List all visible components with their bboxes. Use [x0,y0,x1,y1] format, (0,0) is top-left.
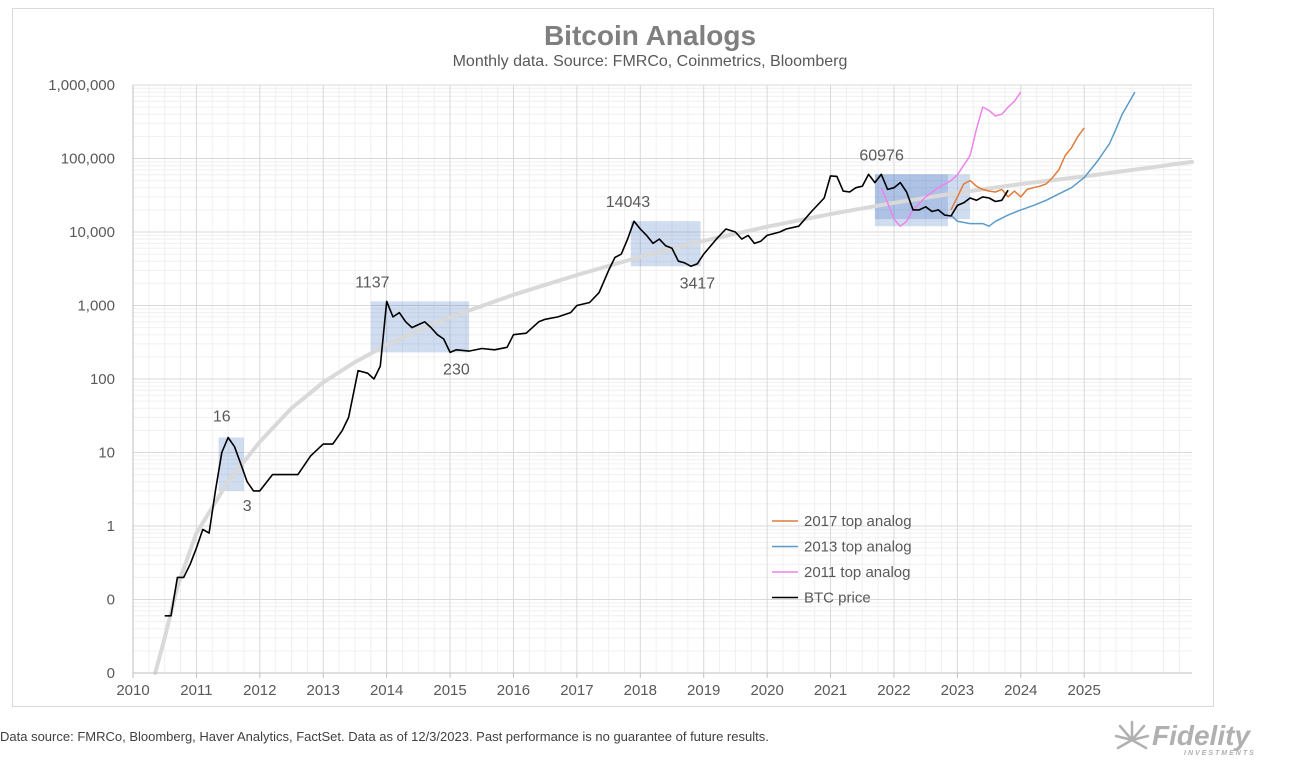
data-label: 60976 [859,147,904,164]
y-tick-label: 10,000 [69,224,115,241]
x-tick-label: 2023 [941,682,974,699]
x-tick-label: 2016 [497,682,530,699]
x-tick-label: 2021 [814,682,847,699]
chart-title: Bitcoin Analogs [543,20,757,51]
x-tick-label: 2015 [433,682,466,699]
legend-label: 2013 top analog [804,539,912,556]
y-tick-label: 1,000 [77,298,115,315]
y-tick-label: 100,000 [61,151,115,168]
legend-label: BTC price [804,590,871,607]
fidelity-burst-icon [1114,720,1150,750]
series-line-2017-top-analog [950,127,1085,211]
y-tick-label: 0 [107,592,115,609]
x-tick-label: 2019 [687,682,720,699]
logo-subtext: INVESTMENTS [1184,750,1256,757]
series-line-2011-top-analog [880,91,1022,227]
fidelity-logo: Fidelity INVESTMENTS [1112,718,1297,758]
data-label: 16 [213,408,231,425]
data-label: 230 [443,361,470,378]
x-tick-label: 2011 [180,682,212,699]
x-tick-label: 2022 [877,682,910,699]
y-tick-label: 0 [107,665,115,682]
y-tick-label: 1,000,000 [48,77,115,94]
data-label: 3 [243,498,252,515]
logo-wordmark: Fidelity [1152,720,1251,751]
series-line-btc-price [164,173,1009,617]
chart-subtitle: Monthly data. Source: FMRCo, Coinmetrics… [452,53,848,70]
y-tick-label: 100 [90,371,115,388]
data-label: 14043 [606,194,651,211]
series-line-2013-top-analog [950,91,1136,227]
trend-curve [153,159,1194,675]
x-tick-label: 2013 [307,682,340,699]
legend-label: 2017 top analog [804,513,912,530]
footnote: Data source: FMRCo, Bloomberg, Haver Ana… [0,729,769,744]
x-tick-label: 2012 [243,682,276,699]
y-tick-label: 1 [107,518,115,535]
x-tick-label: 2025 [1068,682,1101,699]
x-tick-label: 2024 [1004,682,1037,699]
data-label: 3417 [680,275,716,292]
y-tick-label: 10 [98,445,115,462]
data-label: 1137 [355,274,390,291]
x-tick-label: 2018 [624,682,657,699]
x-tick-label: 2010 [116,682,149,699]
legend-label: 2011 top analog [804,564,911,581]
x-tick-label: 2020 [750,682,783,699]
x-tick-label: 2017 [560,682,593,699]
x-tick-label: 2014 [370,682,403,699]
